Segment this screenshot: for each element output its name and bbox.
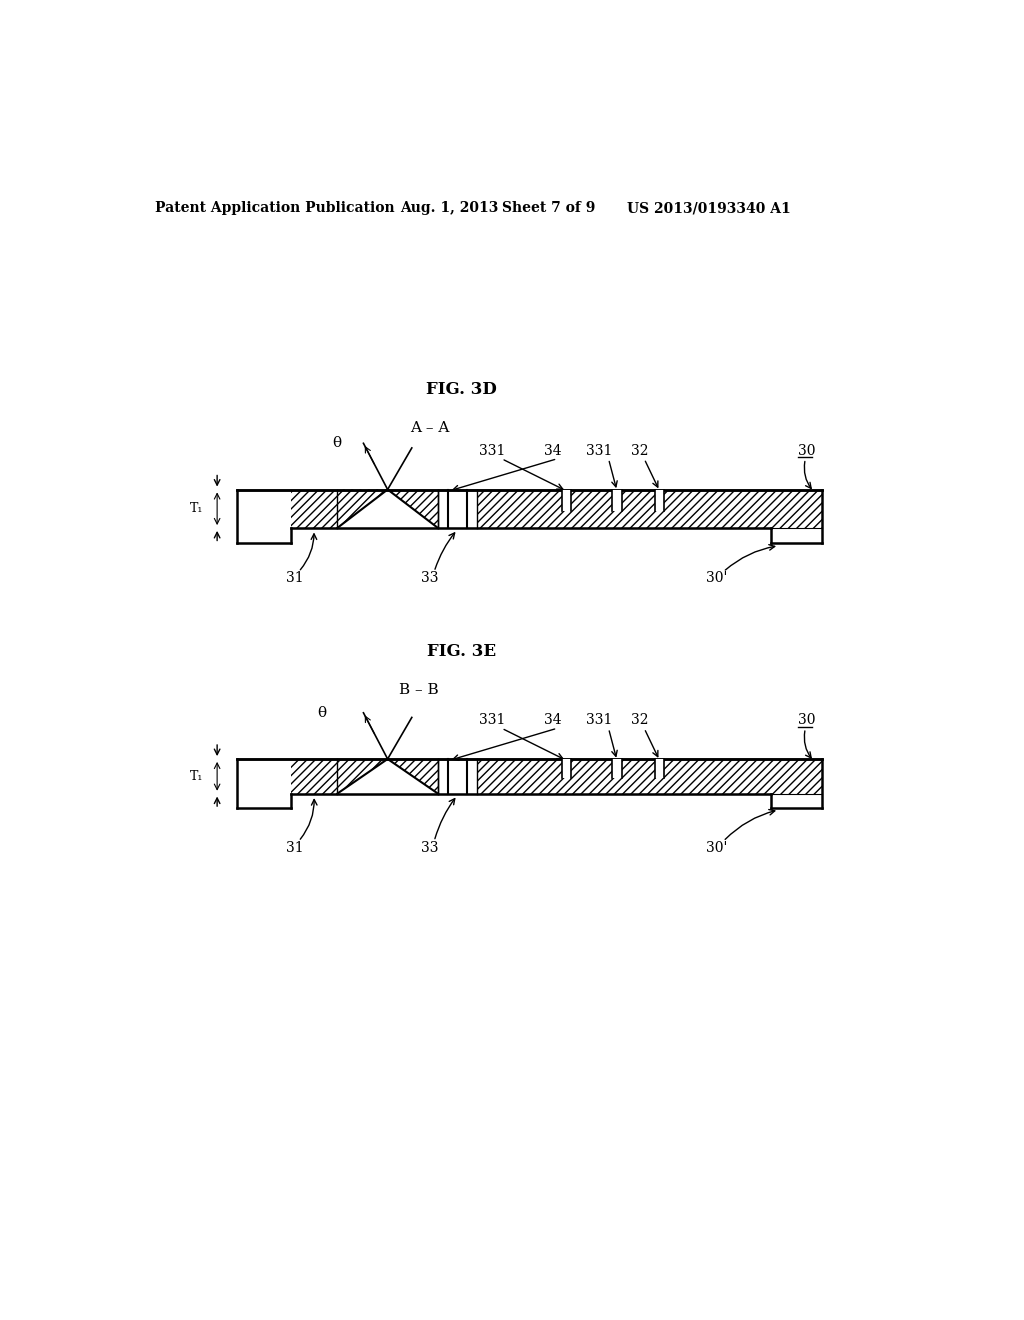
Text: 32: 32 xyxy=(631,444,648,458)
Text: 31: 31 xyxy=(286,841,303,854)
Bar xyxy=(655,490,665,511)
Text: 34: 34 xyxy=(544,444,561,458)
Text: 331: 331 xyxy=(479,444,506,458)
Text: 33: 33 xyxy=(422,572,439,585)
Text: 32: 32 xyxy=(631,714,648,727)
Polygon shape xyxy=(388,759,438,793)
Bar xyxy=(291,759,337,793)
Text: B – B: B – B xyxy=(398,682,438,697)
Bar xyxy=(612,490,622,511)
Bar xyxy=(562,490,571,511)
Text: FIG. 3D: FIG. 3D xyxy=(426,381,497,397)
Polygon shape xyxy=(337,759,388,793)
Text: US 2013/0193340 A1: US 2013/0193340 A1 xyxy=(628,202,792,215)
Text: Patent Application Publication: Patent Application Publication xyxy=(156,202,395,215)
Text: 331: 331 xyxy=(586,714,612,727)
Text: 331: 331 xyxy=(586,444,612,458)
Bar xyxy=(477,490,821,528)
Text: 30': 30' xyxy=(707,572,728,585)
Text: θ: θ xyxy=(317,706,327,719)
Text: A – A: A – A xyxy=(411,421,450,434)
Bar xyxy=(612,759,622,777)
Text: Aug. 1, 2013: Aug. 1, 2013 xyxy=(400,202,499,215)
Polygon shape xyxy=(337,490,438,528)
Text: FIG. 3E: FIG. 3E xyxy=(427,643,496,660)
Text: θ: θ xyxy=(333,437,342,450)
Bar xyxy=(655,759,665,777)
Polygon shape xyxy=(337,759,438,793)
Text: 331: 331 xyxy=(479,714,506,727)
Text: 30: 30 xyxy=(799,714,816,727)
Text: T₁: T₁ xyxy=(189,770,203,783)
Text: Sheet 7 of 9: Sheet 7 of 9 xyxy=(502,202,596,215)
Polygon shape xyxy=(388,490,438,528)
Bar xyxy=(477,759,821,793)
Text: 33: 33 xyxy=(422,841,439,854)
Text: 30: 30 xyxy=(799,444,816,458)
Text: 30': 30' xyxy=(707,841,728,854)
Bar xyxy=(291,490,337,528)
Bar xyxy=(562,759,571,777)
Text: T₁: T₁ xyxy=(189,502,203,515)
Polygon shape xyxy=(337,490,388,528)
Text: 34: 34 xyxy=(544,714,561,727)
Text: 31: 31 xyxy=(286,572,303,585)
